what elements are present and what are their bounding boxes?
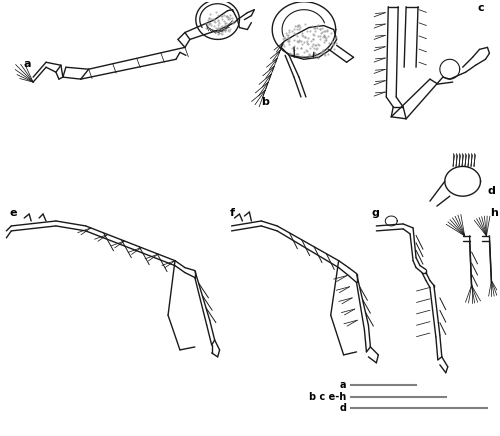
Text: h: h <box>490 208 498 218</box>
Text: b: b <box>262 97 269 107</box>
Text: d: d <box>488 186 496 196</box>
Text: e: e <box>10 208 17 218</box>
Text: d: d <box>340 403 346 413</box>
Text: c: c <box>478 3 484 13</box>
Text: a: a <box>340 380 346 390</box>
Text: b c e-h: b c e-h <box>310 392 346 402</box>
Text: f: f <box>230 208 234 218</box>
Text: a: a <box>24 59 31 69</box>
Text: g: g <box>372 208 380 218</box>
